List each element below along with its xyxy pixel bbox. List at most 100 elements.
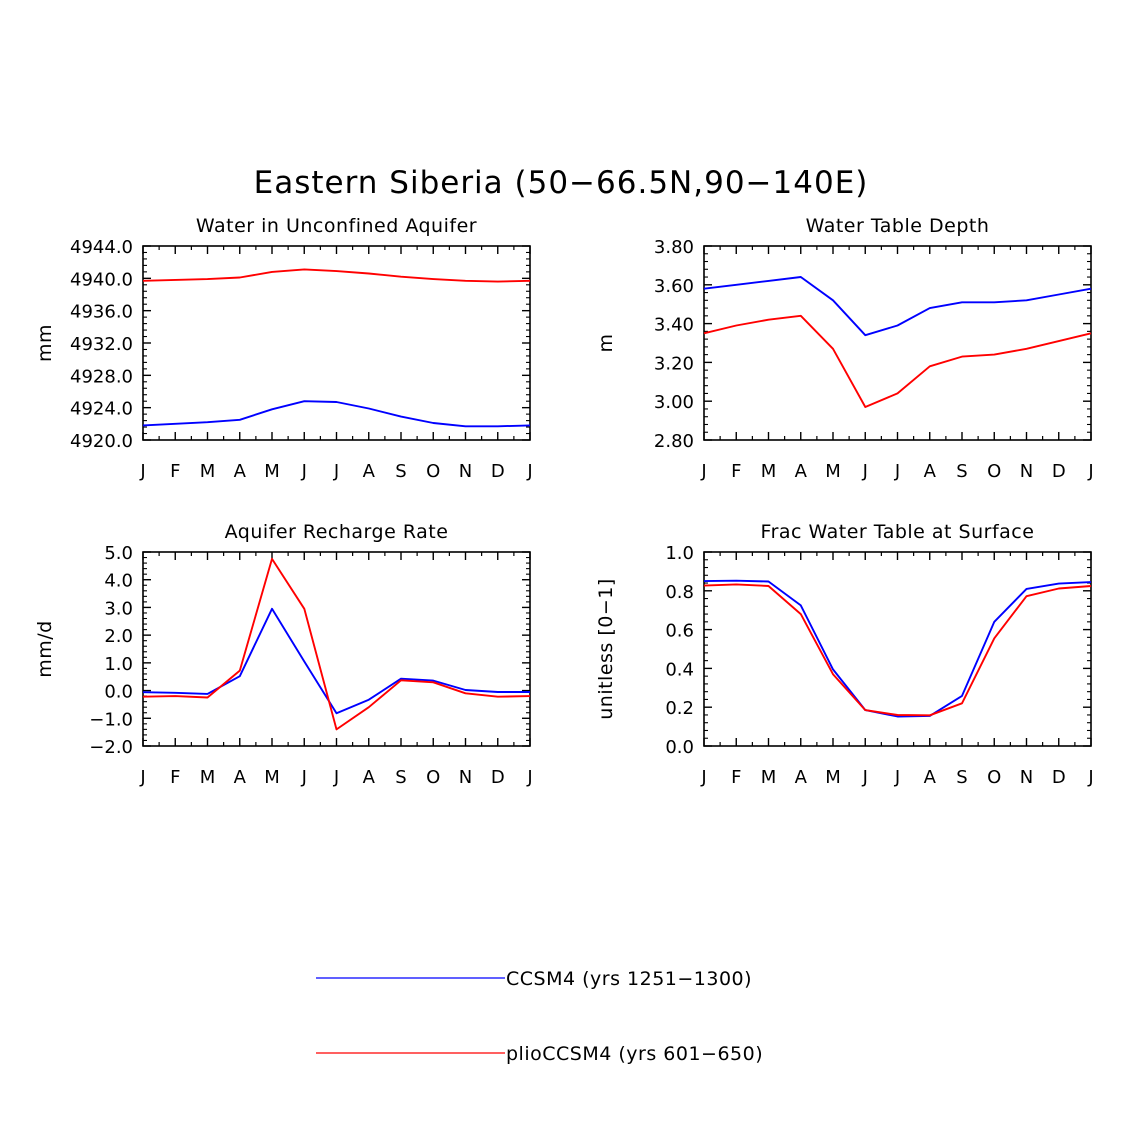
y-tick-label: 4940.0 [70,269,133,290]
x-tick-label: J [333,767,339,788]
x-tick-label: J [1087,461,1093,482]
x-tick-label: S [395,461,406,482]
legend-label-plio: plioCCSM4 (yrs 601−650) [506,1043,763,1065]
x-tick-label: M [761,767,777,788]
x-tick-label: S [956,461,967,482]
x-tick-label: J [139,461,145,482]
x-tick-label: A [234,767,247,788]
panel-title: Aquifer Recharge Rate [225,521,449,543]
y-tick-label: 5.0 [104,543,133,564]
x-tick-label: D [1052,767,1066,788]
figure-title: Eastern Siberia (50−66.5N,90−140E) [254,165,869,201]
y-tick-label: 1.0 [665,543,694,564]
series-line-ccsm4 [703,276,1092,337]
series-line-ccsm4 [142,607,530,715]
x-tick-label: F [170,767,180,788]
x-tick-label: N [459,461,472,482]
x-tick-label: A [234,461,247,482]
x-tick-label: D [1052,461,1066,482]
y-tick-label: 3.00 [654,392,694,413]
series-line-ccsm4 [142,400,531,428]
y-tick-label: 3.0 [104,598,133,619]
panel-title: Frac Water Table at Surface [761,521,1035,543]
plot-frame [703,245,1092,441]
x-tick-label: A [924,767,937,788]
y-tick-label: 1.0 [104,654,133,675]
x-tick-label: J [526,461,532,482]
y-tick-label: 4944.0 [70,237,133,258]
y-tick-label: 0.0 [104,682,133,703]
x-tick-label: J [862,461,868,482]
x-tick-label: D [491,767,505,788]
plot-frame [142,245,531,441]
x-tick-label: J [894,461,900,482]
x-tick-label: M [200,767,216,788]
x-tick-label: O [987,461,1001,482]
legend-label-ccsm4: CCSM4 (yrs 1251−1300) [506,968,752,990]
y-tick-label: −1.0 [89,709,133,730]
x-tick-label: A [795,767,808,788]
x-tick-label: M [264,461,280,482]
y-tick-label: 3.20 [654,353,694,374]
x-tick-label: M [761,461,777,482]
x-tick-label: N [459,767,472,788]
panel-title: Water in Unconfined Aquifer [196,215,477,237]
y-tick-label: 4.0 [104,571,133,592]
x-tick-label: J [700,461,706,482]
y-tick-label: 0.4 [665,659,694,680]
series-line-plioccsm4 [142,268,531,283]
y-tick-label: −2.0 [89,737,133,758]
x-tick-label: J [333,461,339,482]
y-tick-label: 4924.0 [70,399,133,420]
x-tick-label: F [170,461,180,482]
x-tick-label: J [894,767,900,788]
y-axis-label: unitless [0−1] [595,578,617,720]
y-tick-label: 0.0 [665,737,694,758]
x-tick-label: A [795,461,808,482]
x-tick-label: J [862,767,868,788]
x-tick-label: A [363,461,376,482]
x-tick-label: J [139,767,145,788]
y-tick-label: 4920.0 [70,431,133,452]
series-line-plioccsm4 [703,583,1092,717]
series-line-plioccsm4 [703,314,1092,408]
y-tick-label: 0.2 [665,698,694,719]
x-tick-label: M [264,767,280,788]
x-tick-label: N [1020,461,1033,482]
y-tick-label: 4932.0 [70,334,133,355]
y-axis-label: m [595,333,617,352]
x-tick-label: S [395,767,406,788]
series-line-ccsm4 [703,579,1092,718]
y-tick-label: 4936.0 [70,302,133,323]
plot-frame [142,551,531,747]
panel-title: Water Table Depth [806,215,990,237]
x-tick-label: O [426,767,440,788]
x-tick-label: J [700,767,706,788]
x-tick-label: J [301,461,307,482]
x-tick-label: A [924,461,937,482]
x-tick-label: J [301,767,307,788]
y-tick-label: 3.80 [654,237,694,258]
y-axis-label: mm/d [34,620,56,677]
y-tick-label: 3.40 [654,315,694,336]
x-tick-label: M [200,461,216,482]
y-tick-label: 0.6 [665,621,694,642]
x-tick-label: O [987,767,1001,788]
y-axis-label: mm [34,324,56,362]
y-tick-label: 4928.0 [70,366,133,387]
y-tick-label: 0.8 [665,582,694,603]
y-tick-label: 2.0 [104,626,133,647]
x-tick-label: F [731,461,741,482]
x-tick-label: O [426,461,440,482]
x-tick-label: S [956,767,967,788]
x-tick-label: N [1020,767,1033,788]
y-tick-label: 2.80 [654,431,694,452]
series-line-plioccsm4 [142,557,531,731]
x-tick-label: D [491,461,505,482]
x-tick-label: A [363,767,376,788]
y-tick-label: 3.60 [654,276,694,297]
